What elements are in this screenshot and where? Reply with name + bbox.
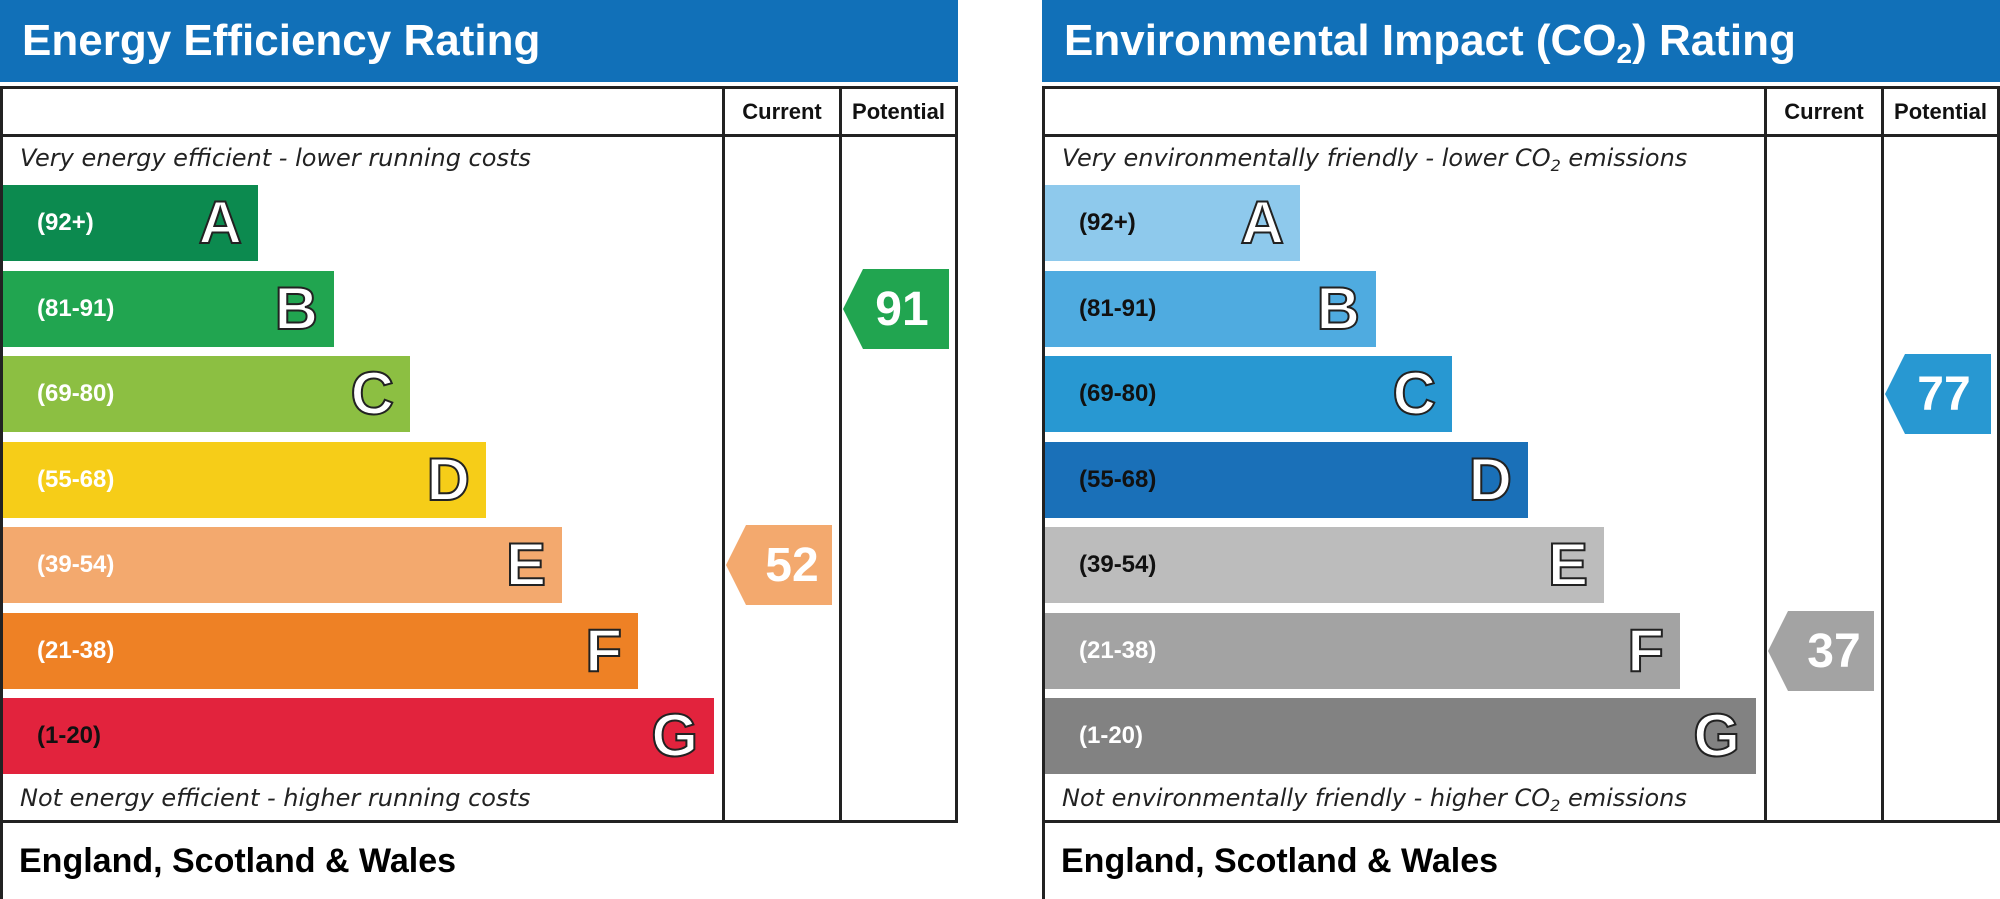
rating-band-f: (21-38) F — [1045, 612, 1680, 689]
band-letter: F — [1626, 616, 1665, 685]
band-range-label: (1-20) — [1079, 722, 1144, 749]
header-divider — [1042, 134, 2000, 137]
band-letter: B — [1316, 274, 1361, 343]
rating-band-d: (55-68) D — [1045, 441, 1528, 518]
region-footer: England, Scotland & Wales — [0, 823, 680, 899]
band-range-label: (69-80) — [1079, 380, 1157, 407]
band-letter: G — [1692, 701, 1741, 770]
potential-rating-value: 77 — [1917, 368, 1970, 421]
band-range-label: (69-80) — [37, 380, 115, 407]
header-divider — [0, 134, 958, 137]
band-letter: D — [1468, 445, 1513, 514]
band-range-label: (92+) — [1079, 209, 1136, 236]
current-rating-marker: 52 — [726, 525, 832, 605]
rating-band-c: (69-80) C — [1045, 356, 1452, 432]
region-footer: England, Scotland & Wales — [1042, 823, 1727, 899]
rating-band-b: (81-91) B — [1045, 270, 1376, 347]
bottom-note: Not energy efficient - higher running co… — [20, 784, 531, 812]
chart-frame — [1042, 86, 2000, 823]
energy-efficiency-chart: Energy Efficiency Rating Current Potenti… — [0, 0, 958, 899]
chart-title: Energy Efficiency Rating — [0, 0, 958, 82]
band-letter: D — [426, 445, 471, 514]
rating-band-d: (55-68) D — [3, 441, 486, 518]
current-rating-value: 52 — [765, 539, 818, 592]
environmental-impact-chart: Environmental Impact (CO2) Rating Curren… — [1042, 0, 2000, 899]
rating-band-a: (92+) A — [3, 185, 258, 261]
band-range-label: (55-68) — [1079, 465, 1157, 493]
band-range-label: (21-38) — [37, 636, 115, 664]
band-range-label: (81-91) — [1079, 294, 1157, 322]
band-range-label: (39-54) — [1079, 551, 1157, 578]
band-range-label: (55-68) — [37, 465, 115, 493]
band-letter: C — [1392, 359, 1437, 428]
band-letter: E — [505, 530, 547, 599]
top-note: Very energy efficient - lower running co… — [20, 144, 531, 172]
chart-title: Environmental Impact (CO2) Rating — [1042, 0, 2000, 82]
current-rating-marker: 37 — [1768, 610, 1874, 691]
band-letter: F — [584, 616, 623, 685]
band-range-label: (81-91) — [37, 294, 115, 322]
potential-column-header: Potential — [852, 99, 945, 124]
bottom-note: Not environmentally friendly - higher CO… — [1062, 784, 1687, 815]
column-divider — [1764, 86, 1767, 823]
current-column-header: Current — [742, 99, 822, 124]
column-divider — [839, 86, 842, 823]
rating-band-c: (69-80) C — [3, 356, 410, 432]
potential-rating-value: 91 — [875, 283, 928, 336]
potential-rating-marker: 77 — [1885, 354, 1991, 434]
column-divider — [1881, 86, 1884, 823]
band-letter: A — [198, 188, 243, 257]
rating-band-b: (81-91) B — [3, 270, 334, 347]
top-note: Very environmentally friendly - lower CO… — [1062, 144, 1688, 175]
band-letter: C — [350, 359, 395, 428]
chart-frame — [0, 86, 958, 823]
band-range-label: (39-54) — [37, 551, 115, 578]
rating-band-e: (39-54) E — [1045, 527, 1604, 603]
rating-band-e: (39-54) E — [3, 527, 562, 603]
rating-band-f: (21-38) F — [3, 612, 638, 689]
rating-band-a: (92+) A — [1045, 185, 1300, 261]
current-rating-value: 37 — [1807, 625, 1860, 678]
band-range-label: (1-20) — [37, 722, 102, 749]
band-range-label: (92+) — [37, 209, 94, 236]
band-letter: G — [650, 701, 699, 770]
band-letter: A — [1240, 188, 1285, 257]
band-range-label: (21-38) — [1079, 636, 1157, 664]
rating-band-g: (1-20) G — [3, 698, 714, 774]
band-letter: E — [1547, 530, 1589, 599]
current-column-header: Current — [1784, 99, 1864, 124]
potential-rating-marker: 91 — [843, 268, 949, 349]
band-letter: B — [274, 274, 319, 343]
column-divider — [722, 86, 725, 823]
rating-band-g: (1-20) G — [1045, 698, 1756, 774]
potential-column-header: Potential — [1894, 99, 1987, 124]
